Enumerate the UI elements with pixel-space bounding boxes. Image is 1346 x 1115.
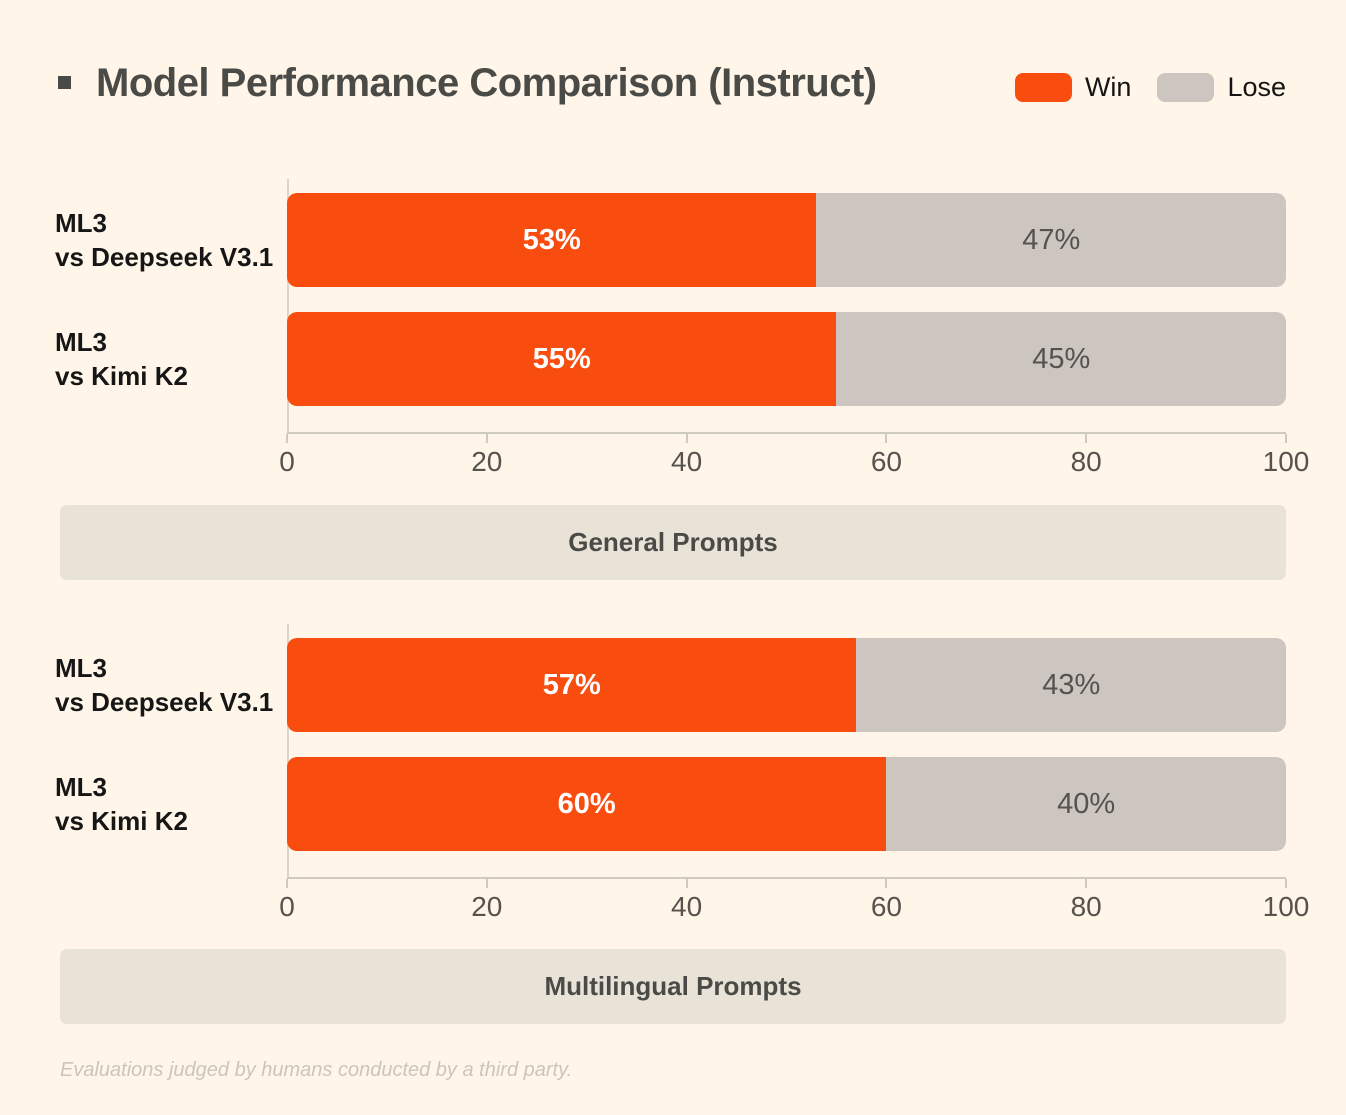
stacked-bar: 53% 47% [287,193,1286,287]
row-label: ML3 vs Kimi K2 [55,770,188,838]
row-label-line2: vs Kimi K2 [55,806,188,836]
win-value-label: 53% [522,223,581,256]
x-axis-line [287,877,1286,879]
tick-mark [485,434,488,443]
x-axis: 0 20 40 60 80 100 [279,877,1309,937]
tick-label: 100 [1262,891,1310,922]
y-axis-line [287,624,289,878]
title-bullet-icon [58,76,71,89]
lose-value-label: 40% [1057,787,1116,820]
y-axis-line [287,179,289,433]
tick-mark [286,434,288,443]
bar-segment-win: 57% [287,638,857,732]
tick-mark [1285,434,1287,443]
tick-mark [286,879,288,888]
row-label-line1: ML3 [55,653,107,683]
section-band-multilingual-prompts: Multilingual Prompts [60,949,1286,1024]
lose-value-label: 47% [1022,223,1081,256]
row-label-line2: vs Deepseek V3.1 [55,242,274,272]
tick-label: 60 [870,446,902,477]
win-value-label: 57% [542,668,601,701]
section-band-label: General Prompts [568,527,778,557]
bar-segment-lose: 43% [856,638,1286,732]
chart-multilingual-prompts: ML3 vs Deepseek V3.1 57% 43% ML3 vs Kimi… [0,624,1346,938]
bar-row-ml3-vs-kimi: ML3 vs Kimi K2 60% 40% [0,757,1346,851]
row-label-line2: vs Kimi K2 [55,361,188,391]
bar-segment-win: 53% [287,193,817,287]
tick-label: 80 [1070,891,1102,922]
bar-row-ml3-vs-deepseek: ML3 vs Deepseek V3.1 57% 43% [0,638,1346,732]
tick-mark [485,879,488,888]
legend-lose-label: Lose [1227,72,1286,102]
bar-segment-win: 60% [287,757,887,851]
section-band-general-prompts: General Prompts [60,505,1286,580]
tick-label: 20 [471,446,503,477]
tick-mark [885,879,888,888]
bar-segment-lose: 45% [836,312,1286,406]
tick-mark [685,879,688,888]
section-band-label: Multilingual Prompts [544,971,802,1001]
row-label: ML3 vs Deepseek V3.1 [55,651,273,719]
tick-mark [685,434,688,443]
bar-segment-lose: 47% [816,193,1286,287]
x-axis: 0 20 40 60 80 100 [279,432,1309,492]
stacked-bar: 60% 40% [287,757,1286,851]
tick-mark [1285,879,1287,888]
bar-row-ml3-vs-kimi: ML3 vs Kimi K2 55% 45% [0,312,1346,406]
stacked-bar: 57% 43% [287,638,1286,732]
x-axis-line [287,432,1286,434]
bar-segment-win: 55% [287,312,837,406]
tick-label: 20 [471,891,503,922]
tick-label: 0 [279,891,295,922]
tick-label: 40 [671,446,703,477]
bar-segment-lose: 40% [886,757,1286,851]
legend-win-label: Win [1084,72,1132,102]
row-label: ML3 vs Deepseek V3.1 [55,206,273,274]
row-label-line1: ML3 [55,208,107,238]
legend-win-swatch-icon [1014,73,1072,102]
lose-value-label: 45% [1032,342,1091,375]
page-title: Model Performance Comparison (Instruct) [96,61,877,105]
bar-row-ml3-vs-deepseek: ML3 vs Deepseek V3.1 53% 47% [0,193,1346,287]
tick-mark [885,434,888,443]
win-value-label: 55% [532,342,591,375]
chart-general-prompts: ML3 vs Deepseek V3.1 53% 47% ML3 vs Kimi… [0,179,1346,493]
lose-value-label: 43% [1042,668,1101,701]
row-label-line1: ML3 [55,327,107,357]
tick-mark [1085,434,1088,443]
tick-label: 40 [671,891,703,922]
row-label-line1: ML3 [55,772,107,802]
row-label-line2: vs Deepseek V3.1 [55,687,274,717]
tick-label: 60 [870,891,902,922]
tick-mark [1085,879,1088,888]
legend-lose-swatch-icon [1157,73,1215,102]
legend: Win Lose [1014,72,1286,103]
tick-label: 80 [1070,446,1102,477]
footnote: Evaluations judged by humans conducted b… [60,1059,573,1081]
row-label: ML3 vs Kimi K2 [55,325,188,393]
win-value-label: 60% [557,787,616,820]
tick-label: 0 [279,446,295,477]
stacked-bar: 55% 45% [287,312,1286,406]
tick-label: 100 [1262,446,1310,477]
